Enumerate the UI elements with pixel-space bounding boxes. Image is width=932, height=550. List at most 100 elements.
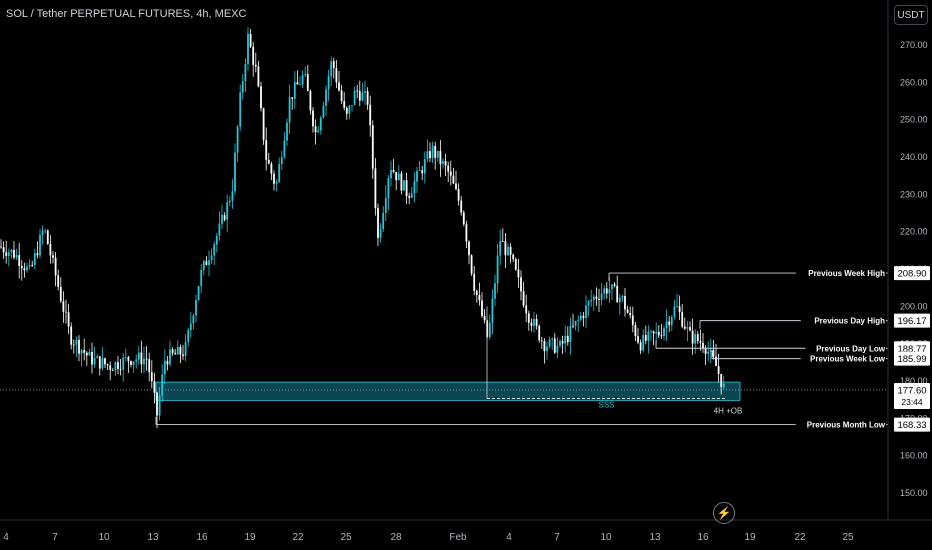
candle[interactable] bbox=[117, 355, 119, 375]
candle[interactable] bbox=[507, 243, 509, 257]
candle[interactable] bbox=[213, 241, 216, 265]
candle[interactable] bbox=[694, 329, 697, 354]
candle[interactable] bbox=[335, 60, 338, 88]
candle[interactable] bbox=[241, 73, 244, 100]
candle[interactable] bbox=[488, 314, 491, 340]
candle[interactable] bbox=[696, 331, 699, 344]
level-previous-week-high[interactable]: Previous Week High bbox=[608, 268, 888, 282]
candle[interactable] bbox=[457, 183, 460, 206]
candle[interactable] bbox=[158, 387, 161, 421]
candle[interactable] bbox=[626, 305, 629, 314]
candle[interactable] bbox=[691, 318, 694, 355]
candle[interactable] bbox=[184, 334, 187, 362]
candle[interactable] bbox=[514, 257, 517, 272]
candle[interactable] bbox=[309, 89, 312, 115]
candle[interactable] bbox=[200, 263, 203, 294]
candle[interactable] bbox=[130, 360, 132, 368]
candle[interactable] bbox=[325, 85, 327, 117]
candle[interactable] bbox=[83, 338, 86, 361]
candle[interactable] bbox=[65, 299, 67, 324]
candle[interactable] bbox=[520, 270, 522, 301]
candle[interactable] bbox=[104, 357, 106, 368]
candle[interactable] bbox=[410, 186, 413, 199]
candle[interactable] bbox=[616, 275, 619, 303]
candle[interactable] bbox=[49, 235, 52, 264]
candle[interactable] bbox=[465, 220, 468, 248]
candle[interactable] bbox=[150, 360, 153, 389]
candle[interactable] bbox=[293, 71, 296, 109]
candle[interactable] bbox=[88, 348, 91, 356]
candle[interactable] bbox=[644, 325, 647, 345]
candle[interactable] bbox=[403, 180, 405, 191]
candle[interactable] bbox=[717, 353, 720, 383]
candle[interactable] bbox=[265, 127, 268, 171]
candle[interactable] bbox=[96, 354, 99, 359]
candle[interactable] bbox=[244, 58, 247, 93]
candle[interactable] bbox=[101, 347, 104, 371]
candle[interactable] bbox=[592, 294, 595, 312]
candle[interactable] bbox=[481, 292, 483, 318]
candle[interactable] bbox=[431, 141, 434, 164]
candle[interactable] bbox=[59, 277, 62, 303]
candle[interactable] bbox=[702, 333, 704, 354]
candle[interactable] bbox=[374, 158, 377, 216]
candle[interactable] bbox=[20, 260, 23, 281]
candle[interactable] bbox=[720, 373, 723, 395]
candle[interactable] bbox=[215, 232, 218, 253]
candle[interactable] bbox=[574, 320, 577, 331]
candle[interactable] bbox=[637, 328, 639, 345]
candle[interactable] bbox=[33, 248, 36, 270]
candle[interactable] bbox=[228, 196, 231, 207]
candle[interactable] bbox=[109, 361, 112, 381]
candle[interactable] bbox=[257, 60, 260, 88]
candle[interactable] bbox=[530, 318, 533, 332]
candle[interactable] bbox=[156, 391, 158, 429]
candle[interactable] bbox=[395, 171, 398, 190]
candle[interactable] bbox=[351, 104, 353, 112]
candle[interactable] bbox=[546, 341, 548, 360]
candle[interactable] bbox=[382, 206, 385, 233]
candle[interactable] bbox=[140, 340, 143, 373]
candle[interactable] bbox=[270, 161, 273, 180]
candle[interactable] bbox=[579, 311, 582, 322]
candle[interactable] bbox=[509, 243, 512, 264]
candle[interactable] bbox=[340, 84, 343, 104]
candle[interactable] bbox=[512, 253, 515, 262]
candle[interactable] bbox=[447, 161, 450, 183]
candle[interactable] bbox=[93, 346, 96, 368]
candle[interactable] bbox=[171, 347, 174, 356]
candle[interactable] bbox=[538, 324, 541, 343]
candle[interactable] bbox=[39, 228, 41, 259]
candle[interactable] bbox=[689, 321, 691, 332]
candle[interactable] bbox=[319, 115, 322, 135]
candle[interactable] bbox=[559, 338, 561, 349]
candle[interactable] bbox=[223, 212, 226, 222]
candle[interactable] bbox=[496, 243, 499, 293]
candle[interactable] bbox=[621, 294, 624, 302]
candle[interactable] bbox=[98, 356, 101, 376]
candle[interactable] bbox=[564, 325, 567, 353]
candle[interactable] bbox=[10, 248, 13, 259]
candle[interactable] bbox=[275, 179, 278, 192]
candle[interactable] bbox=[603, 285, 606, 300]
candle[interactable] bbox=[124, 348, 127, 362]
candle[interactable] bbox=[639, 339, 642, 354]
candle[interactable] bbox=[590, 289, 593, 307]
candle[interactable] bbox=[15, 248, 18, 260]
candle[interactable] bbox=[642, 329, 645, 353]
candle[interactable] bbox=[681, 304, 684, 329]
candle[interactable] bbox=[75, 336, 78, 358]
candle[interactable] bbox=[455, 170, 457, 191]
candle[interactable] bbox=[561, 335, 564, 354]
level-previous-month-low[interactable]: Previous Month Low bbox=[155, 416, 888, 430]
candle[interactable] bbox=[226, 194, 229, 233]
candle[interactable] bbox=[631, 306, 634, 333]
candle[interactable] bbox=[397, 165, 400, 181]
candle[interactable] bbox=[418, 160, 421, 172]
candle[interactable] bbox=[153, 372, 156, 404]
candle[interactable] bbox=[67, 303, 70, 334]
candle[interactable] bbox=[660, 323, 663, 340]
candle[interactable] bbox=[36, 241, 39, 259]
candle[interactable] bbox=[678, 295, 681, 320]
